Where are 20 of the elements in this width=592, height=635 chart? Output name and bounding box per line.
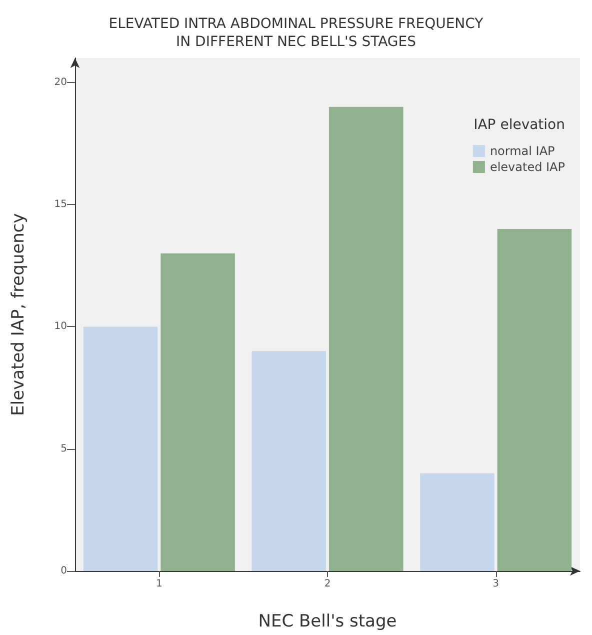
- legend-label: elevated IAP: [490, 160, 566, 174]
- y-tick-label: 15: [54, 199, 67, 210]
- bar: [497, 229, 572, 571]
- y-tick-label: 20: [54, 76, 67, 88]
- bar: [420, 473, 494, 571]
- y-tick-label: 0: [60, 566, 67, 576]
- legend-label: normal IAP: [490, 144, 555, 158]
- x-tick-label: 1: [156, 578, 162, 590]
- y-tick-label: 5: [60, 443, 67, 454]
- legend-title: IAP elevation: [474, 117, 566, 133]
- y-axis-title: Elevated IAP, frequency: [8, 213, 28, 416]
- x-axis-title: NEC Bell's stage: [258, 612, 397, 632]
- chart-title: ELEVATED INTRA ABDOMINAL PRESSURE FREQUENCY IN DIFFERENT NEC BELL'S STAGES: [108, 16, 484, 50]
- x-tick-label: 2: [324, 578, 331, 590]
- y-tick-label: 10: [54, 321, 67, 332]
- bar: [83, 326, 158, 571]
- x-tick-label: 3: [492, 578, 500, 590]
- bar: [160, 253, 235, 571]
- bar: [328, 106, 404, 571]
- bar: [252, 351, 326, 571]
